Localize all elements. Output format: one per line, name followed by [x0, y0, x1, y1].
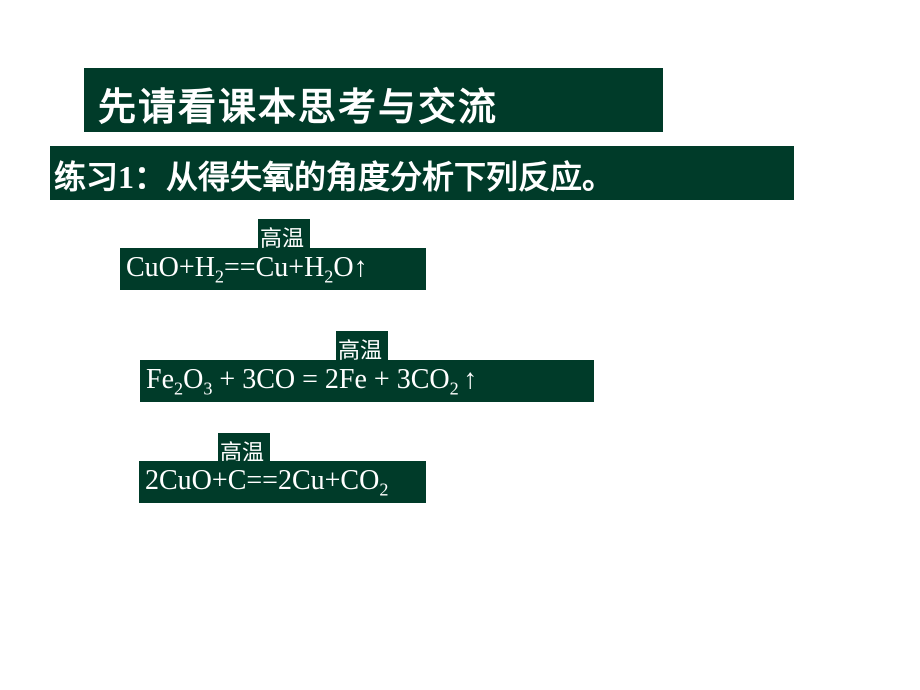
equation-1: CuO+H2==Cu+H2O↑: [120, 248, 426, 290]
exercise-prompt: 练习1：从得失氧的角度分析下列反应。: [50, 146, 794, 200]
slide: 先请看课本思考与交流 练习1：从得失氧的角度分析下列反应。 高温 CuO+H2=…: [0, 0, 920, 690]
equation-2: Fe2O3 + 3CO = 2Fe + 3CO2 ↑: [140, 360, 594, 402]
equation-formula-3: 2CuO+C==2Cu+CO2: [145, 465, 388, 496]
equation-formula-1: CuO+H2==Cu+H2O↑: [126, 252, 368, 283]
subtitle-text: 练习1：从得失氧的角度分析下列反应。: [54, 159, 614, 195]
title-heading: 先请看课本思考与交流: [84, 68, 663, 132]
equation-formula-2: Fe2O3 + 3CO = 2Fe + 3CO2 ↑: [146, 364, 477, 395]
equation-3: 2CuO+C==2Cu+CO2: [139, 461, 426, 503]
title-text: 先请看课本思考与交流: [98, 87, 498, 129]
